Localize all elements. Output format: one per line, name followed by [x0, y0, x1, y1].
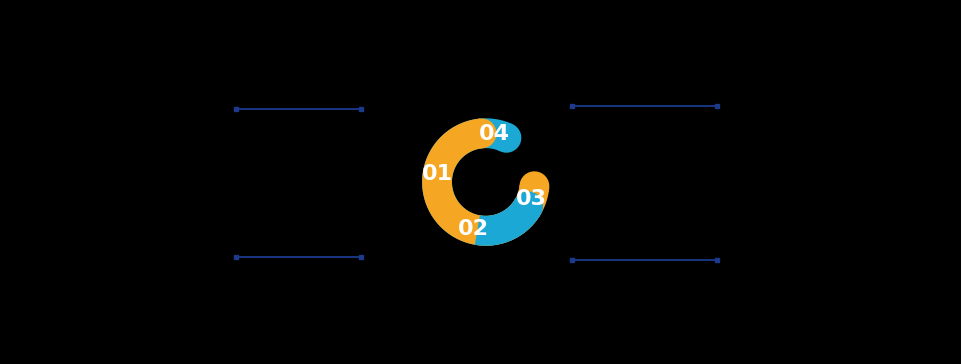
Polygon shape	[422, 118, 540, 246]
Polygon shape	[475, 199, 540, 246]
Polygon shape	[422, 119, 549, 246]
Polygon shape	[491, 123, 521, 153]
Polygon shape	[519, 171, 549, 201]
Text: 03: 03	[516, 189, 547, 209]
Polygon shape	[466, 119, 496, 148]
Polygon shape	[512, 191, 542, 221]
Polygon shape	[512, 191, 542, 221]
Text: 02: 02	[457, 219, 488, 239]
Text: 01: 01	[422, 163, 453, 183]
Text: 04: 04	[479, 124, 509, 144]
